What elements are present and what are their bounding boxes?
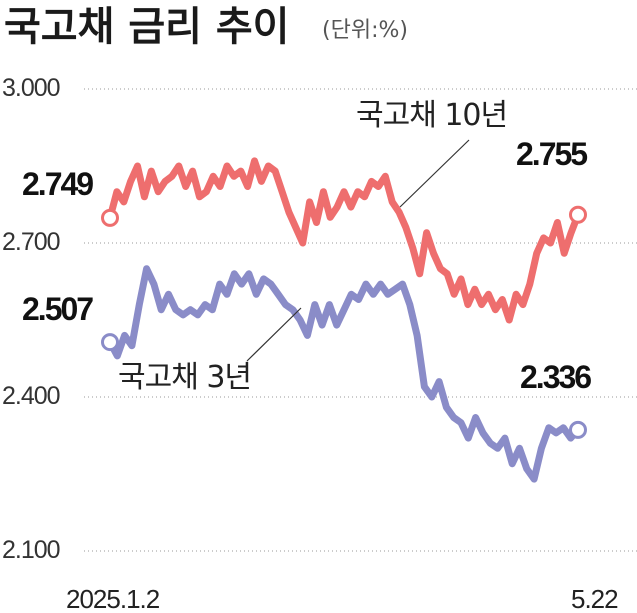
end-label-3y: 2.336 (520, 359, 591, 395)
x-start-label: 2025.1.2 (66, 584, 160, 613)
unit-label: (단위:%) (322, 18, 408, 43)
series-group (101, 157, 587, 483)
y-tick-label: 2.400 (2, 382, 60, 410)
y-tick-label: 3.000 (2, 74, 60, 102)
series-line-3y (106, 265, 582, 483)
series-label-3y: 국고채 3년 (118, 360, 251, 395)
y-tick-label: 2.700 (2, 228, 60, 256)
y-tick-label: 2.100 (2, 536, 60, 564)
x-end-label: 5.22 (571, 584, 618, 613)
end-marker-3y (569, 420, 587, 439)
start-label-10y: 2.749 (22, 166, 93, 202)
start-marker-10y (101, 208, 119, 227)
end-label-10y: 2.755 (516, 136, 587, 172)
leader-line-3y (246, 307, 302, 362)
leader-line-10y (399, 139, 470, 208)
series-line-10y (106, 157, 582, 324)
chart-title: 국고채 금리 추이 (4, 4, 289, 50)
y-axis-ticks: 3.000 2.700 2.400 2.100 (2, 74, 61, 564)
end-marker-10y (569, 205, 587, 224)
start-label-3y: 2.507 (22, 291, 93, 327)
series-label-10y: 국고채 10년 (356, 98, 507, 133)
start-marker-3y (101, 333, 119, 352)
